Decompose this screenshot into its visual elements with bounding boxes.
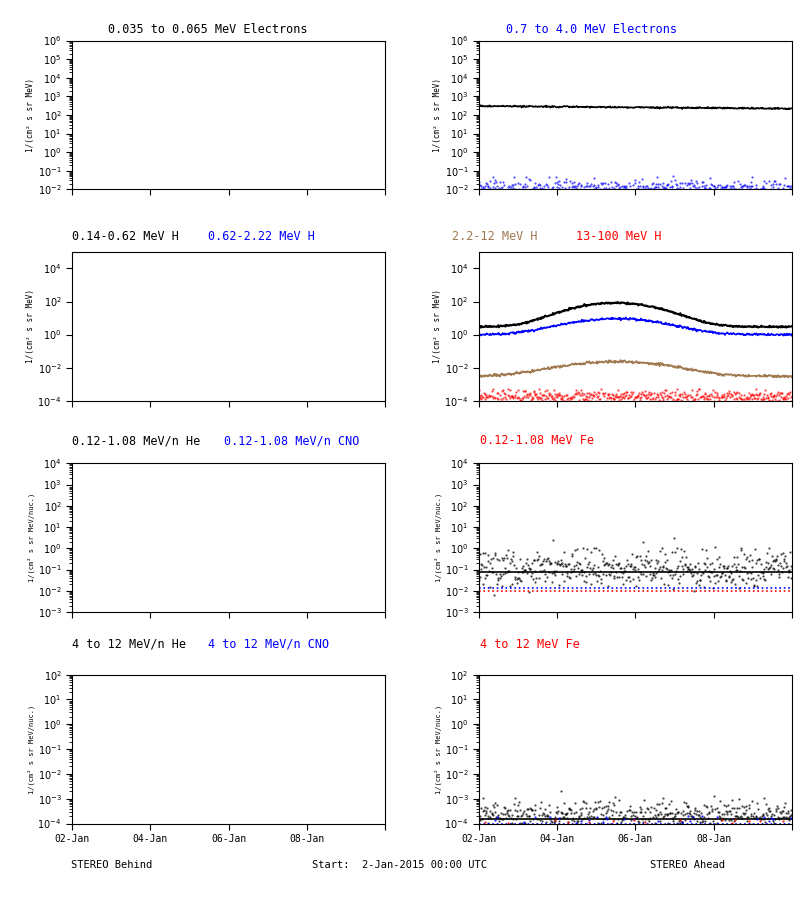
Text: 0.7 to 4.0 MeV Electrons: 0.7 to 4.0 MeV Electrons [506, 23, 678, 36]
Y-axis label: 1/(cm² s sr MeV/nuc.): 1/(cm² s sr MeV/nuc.) [27, 705, 34, 794]
Text: 4 to 12 MeV/n He: 4 to 12 MeV/n He [72, 638, 186, 651]
Text: 0.12-1.08 MeV/n CNO: 0.12-1.08 MeV/n CNO [224, 435, 359, 447]
Text: 4 to 12 MeV Fe: 4 to 12 MeV Fe [480, 638, 580, 651]
Text: 13-100 MeV H: 13-100 MeV H [576, 230, 662, 243]
Y-axis label: 1/(cm² s sr MeV): 1/(cm² s sr MeV) [433, 289, 442, 364]
Text: Start:  2-Jan-2015 00:00 UTC: Start: 2-Jan-2015 00:00 UTC [313, 860, 487, 870]
Text: 0.12-1.08 MeV Fe: 0.12-1.08 MeV Fe [480, 435, 594, 447]
Y-axis label: 1/(cm² s sr MeV): 1/(cm² s sr MeV) [26, 289, 34, 364]
Y-axis label: 1/(cm² s sr MeV): 1/(cm² s sr MeV) [26, 78, 35, 152]
Text: 0.62-2.22 MeV H: 0.62-2.22 MeV H [208, 230, 315, 243]
Y-axis label: 1/(cm² s sr MeV/nuc.): 1/(cm² s sr MeV/nuc.) [434, 493, 442, 582]
Text: 0.14-0.62 MeV H: 0.14-0.62 MeV H [72, 230, 179, 243]
Text: 2.2-12 MeV H: 2.2-12 MeV H [452, 230, 538, 243]
Y-axis label: 1/(cm² s sr MeV/nuc.): 1/(cm² s sr MeV/nuc.) [27, 493, 35, 582]
Text: 0.035 to 0.065 MeV Electrons: 0.035 to 0.065 MeV Electrons [108, 23, 308, 36]
Text: 0.12-1.08 MeV/n He: 0.12-1.08 MeV/n He [72, 435, 200, 447]
Y-axis label: 1/(cm² s sr MeV/nuc.): 1/(cm² s sr MeV/nuc.) [434, 705, 442, 794]
Text: 4 to 12 MeV/n CNO: 4 to 12 MeV/n CNO [208, 638, 329, 651]
Text: STEREO Behind: STEREO Behind [71, 860, 153, 870]
Y-axis label: 1/(cm² s sr MeV): 1/(cm² s sr MeV) [433, 78, 442, 152]
Text: STEREO Ahead: STEREO Ahead [650, 860, 726, 870]
